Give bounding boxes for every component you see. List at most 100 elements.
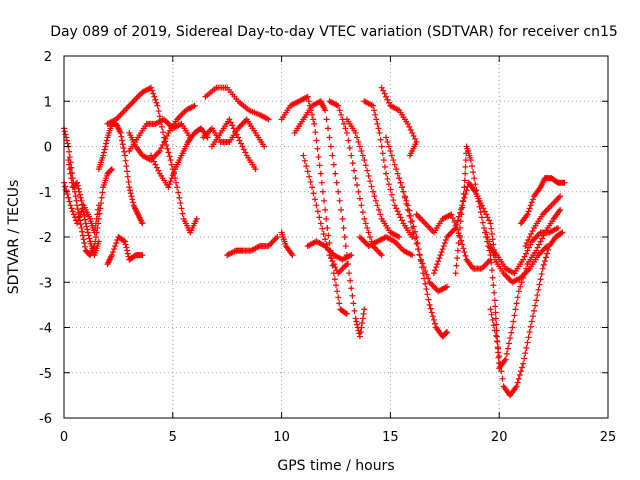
x-tick-label: 20 xyxy=(491,430,508,445)
data-point xyxy=(78,197,85,204)
data-point xyxy=(81,240,88,247)
data-point xyxy=(459,204,466,211)
data-point xyxy=(374,120,381,127)
data-point xyxy=(396,234,403,240)
data-point xyxy=(516,372,523,379)
data-point xyxy=(388,152,395,159)
data-point xyxy=(352,129,359,136)
data-point xyxy=(524,247,531,254)
data-point xyxy=(322,236,329,243)
data-point xyxy=(559,229,566,236)
data-point xyxy=(336,107,343,114)
data-point xyxy=(323,215,330,222)
data-point xyxy=(79,205,86,212)
data-point xyxy=(486,217,493,224)
data-point xyxy=(529,227,536,234)
y-tick-label: -4 xyxy=(39,322,52,337)
data-point xyxy=(488,267,495,274)
data-point xyxy=(178,205,185,212)
data-point xyxy=(226,116,233,123)
data-point xyxy=(361,215,368,222)
data-point xyxy=(461,194,468,201)
data-point xyxy=(193,215,200,222)
data-point xyxy=(67,170,74,177)
data-point xyxy=(301,157,308,164)
data-point xyxy=(64,140,71,147)
data-point xyxy=(335,102,342,109)
data-point xyxy=(540,261,547,268)
data-point xyxy=(517,283,524,290)
data-point xyxy=(474,193,481,200)
data-point xyxy=(79,201,86,208)
data-point xyxy=(333,179,340,186)
data-point xyxy=(95,238,102,245)
data-point xyxy=(80,209,87,216)
data-point xyxy=(82,220,89,227)
data-point xyxy=(470,169,477,176)
data-point xyxy=(167,157,174,164)
data-point xyxy=(513,300,520,307)
data-point xyxy=(338,206,345,213)
data-point xyxy=(94,211,101,218)
data-point xyxy=(462,170,469,177)
data-point xyxy=(454,217,461,224)
data-point xyxy=(371,107,378,114)
x-axis-label: GPS time / hours xyxy=(277,458,394,474)
data-point xyxy=(82,243,89,250)
data-point xyxy=(383,170,390,177)
data-point xyxy=(93,215,100,222)
data-point xyxy=(499,375,506,382)
data-point xyxy=(92,234,99,240)
data-point xyxy=(345,137,352,144)
data-point xyxy=(124,250,131,257)
data-point xyxy=(557,193,564,200)
data-point xyxy=(356,195,363,202)
data-point xyxy=(496,353,503,360)
data-point xyxy=(66,161,73,168)
data-point xyxy=(103,137,110,144)
data-point xyxy=(227,119,234,126)
data-point xyxy=(524,339,531,346)
data-point xyxy=(561,179,568,186)
data-point xyxy=(535,286,542,293)
data-point xyxy=(340,120,347,127)
data-point xyxy=(313,137,320,144)
data-point xyxy=(399,217,406,224)
data-point xyxy=(401,193,408,200)
data-point xyxy=(406,207,413,214)
data-point xyxy=(342,243,349,250)
data-point xyxy=(74,206,81,213)
data-point xyxy=(384,96,391,103)
data-point xyxy=(165,184,172,191)
data-point xyxy=(153,99,160,106)
data-point xyxy=(121,148,128,155)
data-point xyxy=(557,206,564,213)
data-point xyxy=(537,276,544,283)
data-point xyxy=(236,137,243,144)
data-point xyxy=(327,255,334,262)
data-point xyxy=(459,241,466,248)
x-tick-label: 15 xyxy=(382,430,399,445)
data-points xyxy=(61,84,568,399)
data-point xyxy=(406,123,413,130)
data-point xyxy=(66,198,73,205)
data-point xyxy=(191,102,198,109)
data-point xyxy=(492,303,499,310)
data-point xyxy=(330,161,337,168)
data-point xyxy=(377,136,384,143)
data-point xyxy=(158,145,165,152)
data-point xyxy=(525,237,532,244)
data-point xyxy=(336,300,343,307)
data-point xyxy=(491,297,498,304)
data-point xyxy=(436,255,443,262)
data-point xyxy=(317,220,324,227)
data-point xyxy=(63,137,70,144)
data-point xyxy=(536,281,543,288)
data-point xyxy=(67,202,74,209)
data-point xyxy=(330,261,337,268)
data-point xyxy=(109,249,116,256)
data-point xyxy=(98,194,105,201)
data-point xyxy=(359,315,366,322)
series-arc-20 xyxy=(343,116,403,240)
series-arc-31 xyxy=(485,224,561,277)
